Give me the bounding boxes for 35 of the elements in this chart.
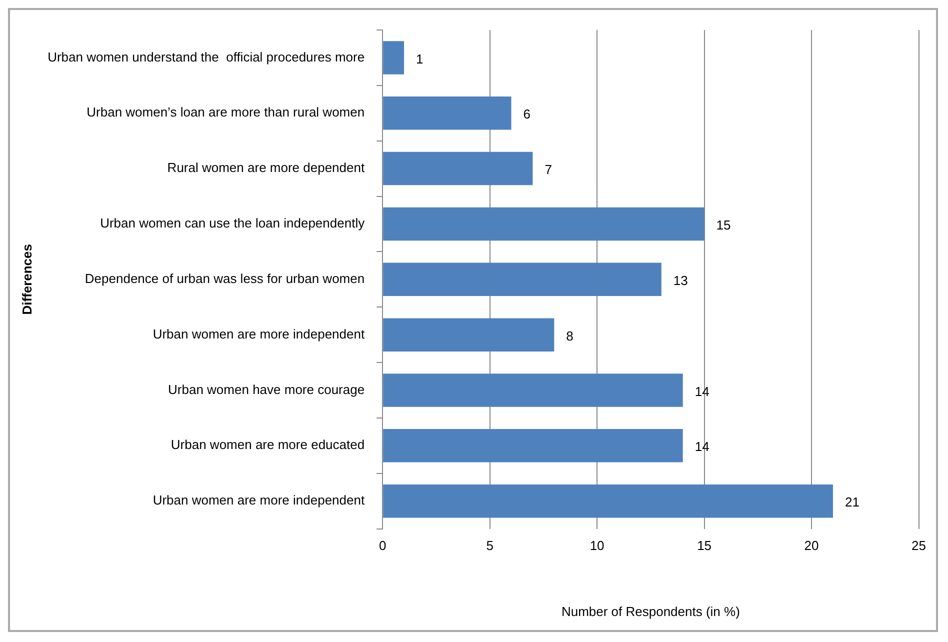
y-tick-label: Urban women are more independent	[152, 326, 365, 342]
x-tick-label: 25	[912, 538, 926, 554]
bar	[383, 429, 683, 462]
y-tick-label: Urban women are more independent	[152, 492, 365, 508]
data-label: 1	[416, 51, 424, 66]
y-tick-label: Urban women can use the loan independently	[100, 216, 366, 231]
bar	[383, 152, 533, 186]
y-tick-label: Dependence of urban was less for urban women	[84, 270, 365, 286]
bar	[383, 41, 404, 74]
x-tick-label: 20	[804, 538, 819, 554]
bar	[383, 207, 704, 241]
x-tick-label: 10	[590, 538, 604, 554]
x-tick-label: 15	[697, 538, 712, 554]
y-tick-label: Urban women have more courage	[168, 382, 365, 397]
bar	[383, 262, 662, 296]
x-axis-title: Number of Respondents (in %)	[561, 604, 740, 619]
bar	[383, 374, 683, 407]
bar	[383, 96, 512, 130]
x-tick-label: 5	[486, 538, 494, 554]
y-axis-title: Differences	[19, 244, 34, 315]
data-label: 15	[716, 218, 731, 233]
data-label: 14	[694, 384, 710, 399]
data-label: 8	[566, 328, 574, 344]
x-tick-label: 0	[378, 538, 386, 554]
y-tick-label: Urban women understand the official procedures more	[48, 49, 365, 64]
bar	[383, 318, 554, 352]
data-label: 6	[523, 106, 531, 122]
data-label: 13	[673, 272, 688, 288]
data-label: 7	[544, 162, 552, 178]
y-tick-label: Urban women’s loan are more than rural women	[86, 104, 365, 120]
y-tick-label: Urban women are more educated	[170, 437, 365, 452]
bar	[383, 484, 833, 518]
y-tick-label: Rural women are more dependent	[167, 160, 365, 176]
data-label: 14	[694, 439, 710, 454]
data-label: 21	[844, 494, 860, 510]
